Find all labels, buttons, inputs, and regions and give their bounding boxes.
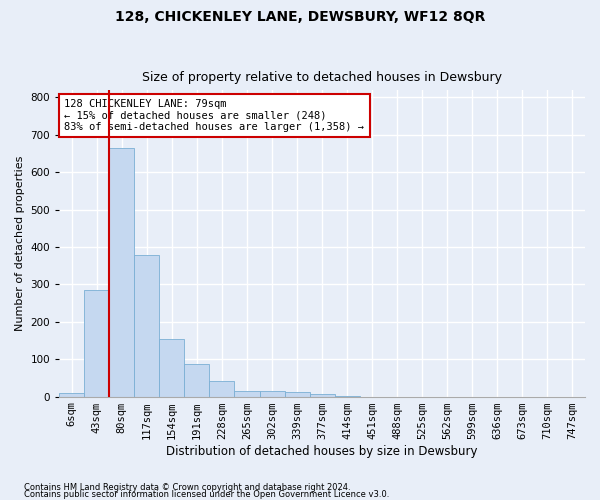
Bar — [260, 391, 284, 396]
Bar — [160, 340, 184, 396]
X-axis label: Distribution of detached houses by size in Dewsbury: Distribution of detached houses by size … — [166, 444, 478, 458]
Bar — [310, 394, 335, 396]
Bar — [284, 392, 310, 396]
Text: 128 CHICKENLEY LANE: 79sqm
← 15% of detached houses are smaller (248)
83% of sem: 128 CHICKENLEY LANE: 79sqm ← 15% of deta… — [64, 99, 364, 132]
Bar — [209, 381, 235, 396]
Bar — [59, 393, 84, 396]
Bar — [109, 148, 134, 396]
Text: 128, CHICKENLEY LANE, DEWSBURY, WF12 8QR: 128, CHICKENLEY LANE, DEWSBURY, WF12 8QR — [115, 10, 485, 24]
Text: Contains HM Land Registry data © Crown copyright and database right 2024.: Contains HM Land Registry data © Crown c… — [24, 484, 350, 492]
Text: Contains public sector information licensed under the Open Government Licence v3: Contains public sector information licen… — [24, 490, 389, 499]
Title: Size of property relative to detached houses in Dewsbury: Size of property relative to detached ho… — [142, 72, 502, 85]
Bar — [134, 255, 160, 396]
Y-axis label: Number of detached properties: Number of detached properties — [15, 156, 25, 331]
Bar — [184, 364, 209, 396]
Bar — [235, 391, 260, 396]
Bar — [84, 290, 109, 397]
